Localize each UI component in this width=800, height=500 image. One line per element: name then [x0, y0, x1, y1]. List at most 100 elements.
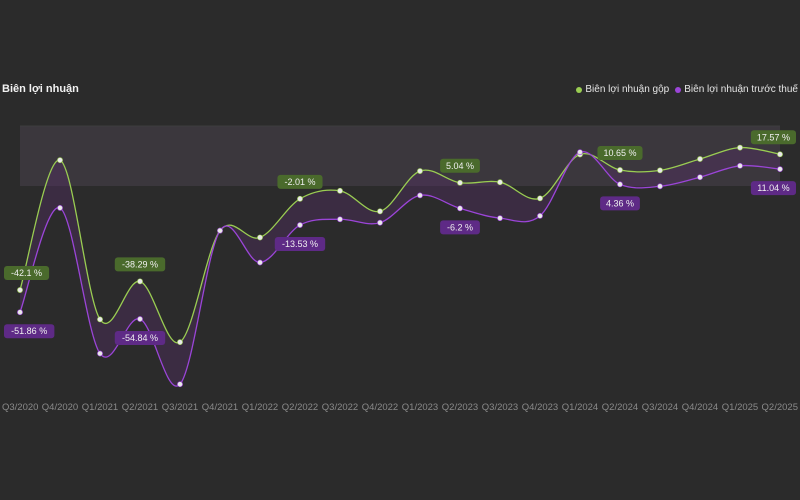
data-point-s1-10 [417, 192, 423, 199]
data-point-s1-7 [297, 222, 303, 228]
data-point-s1-6 [257, 259, 263, 266]
legend-item-pretax-margin[interactable]: Biên lợi nhuận trước thuế [675, 84, 798, 95]
data-label-s0-11: 5.04 % [440, 158, 480, 173]
data-label-bg [597, 146, 643, 161]
data-point-s1-12 [497, 215, 503, 222]
legend: Biên lợi nhuận gộp Biên lợi nhuận trước … [576, 84, 798, 95]
data-point-s0-15 [617, 167, 623, 173]
data-point-s0-13 [537, 195, 543, 202]
data-label-bg [4, 266, 50, 281]
data-label-bg [274, 237, 326, 252]
x-tick-label: Q2/2021 [122, 402, 158, 413]
x-tick-label: Q3/2022 [322, 402, 358, 413]
legend-label-pretax-margin: Biên lợi nhuận trước thuế [684, 84, 798, 95]
data-point-s0-1 [57, 157, 63, 164]
data-label-bg [440, 220, 480, 235]
data-label-s1-3: -54.84 % [114, 331, 166, 346]
x-tick-label: Q3/2020 [2, 402, 38, 413]
data-label-text: -38.29 % [122, 259, 158, 269]
data-point-s1-11 [457, 205, 463, 212]
legend-dot-gross-margin [576, 86, 583, 93]
data-point-s1-9 [377, 219, 383, 226]
data-label-bg [750, 181, 796, 196]
data-point-s1-16 [657, 183, 663, 190]
data-label-s0-15: 10.65 % [597, 146, 643, 161]
data-point-s1-17 [697, 174, 703, 181]
x-tick-label: Q4/2020 [42, 402, 78, 413]
data-label-text: -2.01 % [284, 177, 315, 187]
data-label-text: 4.36 % [606, 198, 634, 208]
data-point-s1-14 [577, 149, 583, 156]
data-label-text: -6.2 % [447, 222, 473, 232]
data-point-s0-17 [697, 156, 703, 162]
data-point-s0-4 [177, 339, 183, 346]
data-point-s0-7 [297, 195, 303, 202]
data-label-text: 11.04 % [757, 183, 789, 193]
data-point-s0-6 [257, 234, 263, 241]
data-label-text: 5.04 % [446, 161, 474, 171]
data-label-text: -51.86 % [11, 326, 47, 336]
data-label-s0-7: -2.01 % [277, 174, 323, 189]
data-point-s0-19 [777, 151, 783, 158]
data-label-bg [750, 130, 796, 145]
data-point-s1-4 [177, 381, 183, 388]
data-label-s1-11: -6.2 % [440, 220, 480, 235]
data-label-s1-15: 4.36 % [600, 196, 640, 211]
data-point-s1-18 [737, 162, 743, 169]
x-tick-label: Q3/2021 [162, 402, 198, 413]
data-label-bg [114, 257, 166, 272]
data-label-bg [277, 174, 323, 189]
x-tick-label: Q2/2023 [442, 402, 478, 413]
data-label-text: 17.57 % [757, 132, 790, 142]
chart-title: Biên lợi nhuận [2, 83, 79, 95]
series-line-0 [19, 146, 781, 344]
x-tick-label: Q1/2025 [722, 402, 758, 413]
data-point-s1-15 [617, 181, 623, 188]
data-label-s0-0: -42.1 % [4, 266, 50, 281]
data-label-s1-7: -13.53 % [274, 237, 326, 252]
data-point-s1-2 [97, 350, 103, 357]
data-point-s1-8 [337, 216, 343, 223]
data-point-s0-10 [417, 168, 423, 174]
data-point-s1-3 [137, 316, 143, 322]
data-point-s0-9 [377, 208, 383, 215]
x-tick-label: Q2/2022 [282, 402, 318, 413]
data-point-s1-19 [777, 166, 783, 173]
legend-label-gross-margin: Biên lợi nhuận gộp [585, 84, 670, 95]
data-point-s0-0 [17, 287, 23, 293]
x-tick-label: Q4/2022 [362, 402, 398, 413]
x-tick-label: Q4/2023 [522, 402, 558, 413]
x-tick-label: Q3/2024 [642, 402, 678, 413]
x-tick-label: Q1/2021 [82, 402, 118, 413]
data-label-text: 10.65 % [603, 148, 636, 158]
x-tick-label: Q3/2023 [482, 402, 518, 413]
data-label-bg [600, 196, 640, 211]
data-label-text: -13.53 % [282, 239, 318, 249]
data-point-s0-11 [457, 179, 463, 186]
x-tick-label: Q1/2024 [562, 402, 598, 413]
data-point-s0-18 [737, 144, 743, 151]
highlight-band [20, 126, 780, 186]
x-tick-label: Q1/2022 [242, 402, 278, 413]
legend-dot-pretax-margin [675, 86, 682, 93]
data-point-s0-12 [497, 179, 503, 186]
data-label-s1-0: -51.86 % [4, 324, 55, 339]
data-point-s0-8 [337, 187, 343, 194]
x-tick-label: Q1/2023 [402, 402, 438, 413]
x-tick-label: Q4/2024 [682, 402, 718, 413]
x-tick-label: Q4/2021 [202, 402, 238, 413]
data-point-s1-0 [17, 309, 23, 316]
legend-item-gross-margin[interactable]: Biên lợi nhuận gộp [576, 84, 669, 95]
data-point-s1-5 [217, 227, 223, 234]
data-label-bg [440, 158, 480, 173]
data-label-text: -42.1 % [11, 268, 42, 278]
data-point-s1-13 [537, 212, 543, 219]
data-label-s0-19: 17.57 % [750, 130, 796, 145]
data-label-bg [4, 324, 55, 339]
data-label-text: -54.84 % [122, 333, 158, 343]
data-point-s0-3 [137, 278, 143, 285]
data-label-s0-3: -38.29 % [114, 257, 166, 272]
x-tick-label: Q2/2024 [602, 402, 638, 413]
data-point-s1-1 [57, 204, 63, 211]
